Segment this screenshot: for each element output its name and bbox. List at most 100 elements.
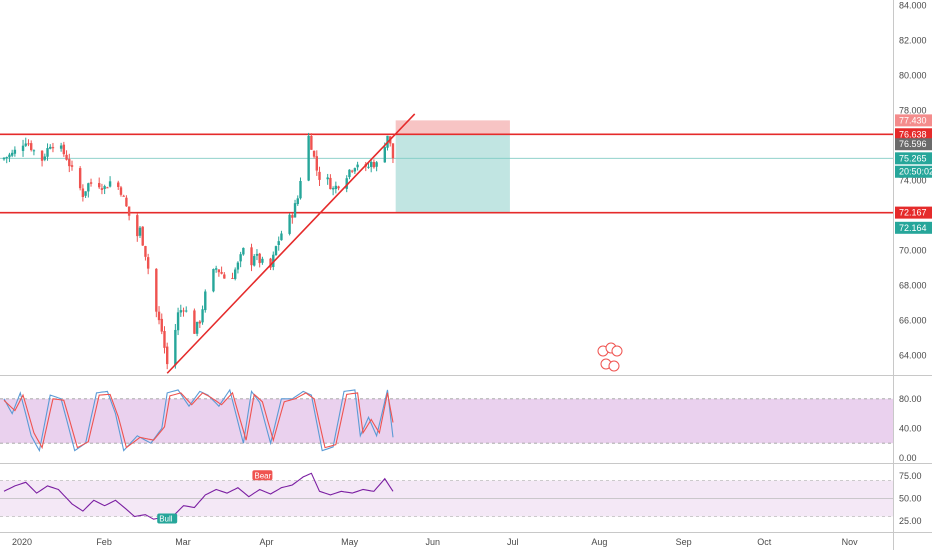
- candle: [46, 143, 49, 161]
- candle: [299, 177, 302, 200]
- candle: [160, 313, 163, 335]
- candle-body: [122, 195, 125, 197]
- candle: [5, 156, 8, 164]
- candle: [220, 266, 223, 275]
- divergence-label-text: Bull: [159, 515, 173, 524]
- candle-body: [78, 168, 82, 189]
- stochastic-line: [3, 388, 394, 453]
- price-label-text: 20:50:02: [899, 167, 932, 177]
- price-label: 20:50:02: [895, 165, 932, 178]
- candle: [223, 272, 226, 279]
- time-axis[interactable]: 2020 Feb Mar Apr May Jun Jul Aug Sep Oct Nov: [12, 537, 858, 547]
- candle: [24, 137, 27, 147]
- candle: [125, 195, 128, 207]
- time-tick-label: Jun: [425, 537, 440, 547]
- candle: [182, 307, 185, 317]
- candle: [155, 268, 158, 318]
- candle-body: [201, 309, 204, 323]
- price-label-text: 72.164: [899, 223, 927, 233]
- candle-body: [179, 310, 182, 313]
- take-profit-zone: [395, 134, 510, 213]
- candle-body: [176, 312, 180, 331]
- candle: [78, 166, 82, 191]
- event-marker-icon: [611, 345, 623, 357]
- event-marker-icon: [608, 360, 620, 372]
- candle: [198, 320, 202, 328]
- price-label: 77.430: [895, 114, 932, 127]
- candle-body: [62, 144, 66, 155]
- candle: [119, 185, 123, 197]
- stochastic-pane[interactable]: 80.00 40.00 0.00: [0, 388, 922, 463]
- candle-body: [98, 183, 101, 188]
- time-tick-label: Nov: [842, 537, 859, 547]
- candle: [261, 256, 264, 265]
- candle: [87, 182, 90, 198]
- candle: [30, 140, 33, 152]
- time-tick-label: Jul: [507, 537, 519, 547]
- candle: [21, 139, 25, 157]
- stop-loss-zone: [395, 120, 510, 135]
- candle: [138, 226, 142, 238]
- time-tick-label: May: [341, 537, 359, 547]
- candle: [179, 304, 182, 317]
- candle: [318, 166, 321, 187]
- stochastic-tick-label: 80.00: [899, 394, 922, 404]
- candle-body: [81, 188, 85, 198]
- candle: [329, 174, 332, 190]
- candle-body: [334, 185, 338, 190]
- candle-body: [100, 188, 104, 190]
- candle: [348, 169, 351, 180]
- candle-body: [174, 329, 177, 366]
- candle-body: [65, 154, 68, 160]
- candle: [239, 251, 242, 268]
- candle-body: [127, 206, 131, 216]
- price-label-bg: [895, 221, 932, 234]
- candle-body: [337, 186, 340, 189]
- rsi-pane[interactable]: Bear Bull 75.00 50.00 25.00: [0, 470, 922, 526]
- candle: [32, 149, 36, 156]
- stochastic-line: [3, 391, 394, 450]
- candle-body: [370, 161, 373, 167]
- price-tick-label: 78.000: [899, 105, 927, 115]
- candle: [163, 326, 166, 354]
- candle-body: [146, 257, 150, 269]
- price-tick-label: 64.000: [899, 351, 927, 361]
- price-label-text: 77.430: [899, 115, 927, 125]
- candle: [157, 306, 161, 325]
- candle-body: [329, 177, 332, 190]
- candle-body: [255, 253, 259, 256]
- price-tick-label: 74.000: [899, 175, 927, 185]
- price-pane[interactable]: [0, 113, 893, 374]
- candle-body: [13, 149, 17, 154]
- divergence-label: Bear: [252, 470, 273, 481]
- candle-body: [141, 226, 144, 246]
- candle: [307, 132, 310, 182]
- time-tick-label: Sep: [676, 537, 692, 547]
- price-label: 75.265: [895, 152, 932, 165]
- candle-body: [293, 203, 297, 218]
- candle-body: [8, 154, 11, 158]
- candle-body: [163, 331, 166, 348]
- price-axis[interactable]: 84.00082.00080.00078.00076.00074.00072.0…: [895, 0, 932, 361]
- price-label-bg: [895, 128, 932, 141]
- candle: [214, 265, 218, 273]
- candle: [234, 267, 237, 281]
- candle: [372, 159, 376, 169]
- trendline: [166, 113, 416, 374]
- candle-body: [250, 247, 253, 266]
- candle-body: [277, 241, 280, 246]
- candle-body: [51, 147, 55, 149]
- candle: [100, 183, 104, 195]
- event-markers: [597, 342, 623, 372]
- candle: [49, 144, 52, 150]
- candle: [212, 268, 215, 293]
- candle-body: [108, 181, 112, 187]
- candle-body: [106, 187, 109, 189]
- candle-body: [117, 182, 120, 187]
- candle-body: [157, 311, 161, 321]
- divergence-label-bg: [157, 513, 178, 524]
- candle-body: [160, 318, 163, 332]
- candle: [108, 176, 112, 188]
- candle-body: [353, 168, 357, 172]
